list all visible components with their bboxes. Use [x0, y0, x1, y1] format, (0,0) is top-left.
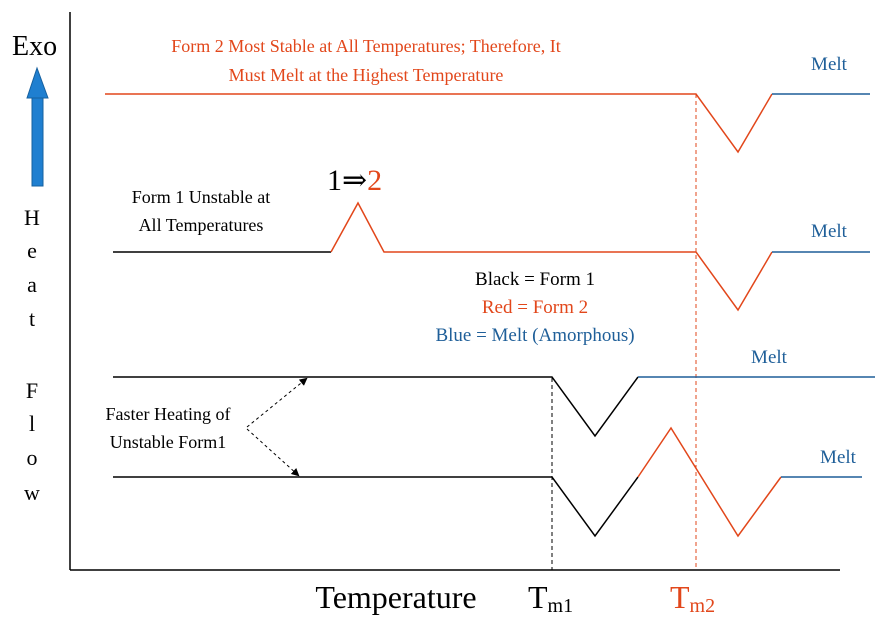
tm1-base: T: [528, 579, 548, 615]
trace-form1-melt-recrystallize: [113, 476, 639, 538]
legend-blue: Blue = Melt (Amorphous): [435, 325, 634, 346]
y-label-letter: o: [27, 445, 38, 470]
y-label-letter: F: [26, 378, 38, 403]
y-label-letter: a: [27, 272, 37, 297]
tm1-label: Tm1: [528, 579, 573, 617]
legend: Black = Form 1 Red = Form 2 Blue = Melt …: [435, 269, 634, 346]
form2-note-line2: Must Melt at the Highest Temperature: [229, 65, 504, 85]
tm2-sub: m2: [690, 595, 716, 617]
y-label-letter: l: [29, 411, 35, 436]
faster-heating-line2: Unstable Form1: [110, 432, 227, 452]
y-label-letter: t: [29, 306, 35, 331]
tm2-base: T: [670, 579, 690, 615]
trace-form2-recrystallize: [637, 426, 782, 538]
form1-note-line1: Form 1 Unstable at: [132, 187, 270, 207]
tm1-sub: m1: [548, 595, 574, 617]
melt-label: Melt: [751, 347, 788, 368]
faster-heating-arrow-up: [246, 377, 308, 428]
form1-note-line2: All Temperatures: [139, 215, 264, 235]
y-label-letter: H: [24, 205, 40, 230]
melt-label: Melt: [820, 447, 857, 468]
faster-heating-arrow-down: [246, 428, 300, 477]
trace-form1-fast: [113, 376, 639, 438]
legend-red: Red = Form 2: [482, 297, 588, 318]
transition-arrow-icon: ⇒: [342, 164, 367, 197]
trace-form2-stable: [105, 93, 773, 154]
melt-label: Melt: [811, 221, 848, 242]
y-label-letter: w: [24, 480, 40, 505]
melt-label: Melt: [811, 54, 848, 75]
y-axis-label: H e a t F l o w: [24, 205, 40, 505]
y-label-letter: e: [27, 238, 37, 263]
form2-note-line1: Form 2 Most Stable at All Temperatures; …: [171, 36, 561, 56]
trace-transition-exotherm: [330, 201, 773, 312]
exo-arrow-icon: [26, 66, 49, 187]
x-axis-label: Temperature: [315, 579, 476, 615]
tm2-label: Tm2: [670, 579, 715, 617]
transition-label: 1⇒2: [327, 164, 382, 197]
transition-to: 2: [367, 164, 382, 197]
legend-black: Black = Form 1: [475, 269, 595, 290]
faster-heating-line1: Faster Heating of: [106, 404, 231, 424]
transition-from: 1: [327, 164, 342, 197]
exo-label: Exo: [12, 31, 57, 62]
